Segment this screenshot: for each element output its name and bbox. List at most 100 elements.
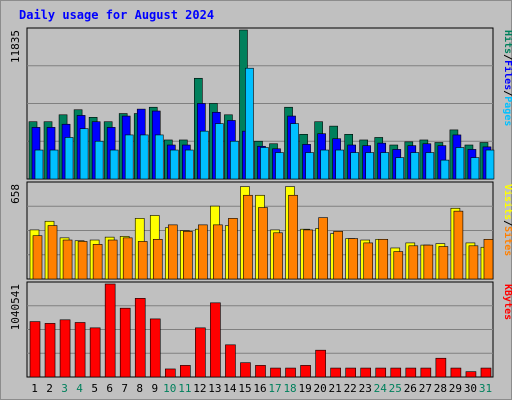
x-tick-label-day-27: 27: [419, 382, 432, 395]
pages-bar-day-16: [260, 147, 269, 180]
panel-visits-sites-ymax-label: 658: [9, 184, 22, 204]
sites-bar-day-17: [273, 232, 283, 280]
legend-separator: /: [502, 54, 512, 60]
pages-bar-day-30: [470, 157, 480, 180]
sites-bar-day-13: [213, 224, 223, 280]
x-tick-label-day-30: 30: [464, 382, 477, 395]
x-tick-label-day-22: 22: [344, 382, 357, 395]
pages-bar-day-27: [425, 152, 435, 180]
sites-bar-day-25: [393, 251, 404, 280]
pages-bar-day-21: [335, 149, 344, 180]
kbytes-bar-day-25: [390, 367, 402, 378]
x-tick-label-day-31: 31: [479, 382, 492, 395]
kbytes-bar-day-17: [270, 367, 281, 378]
sites-bar-day-21: [333, 231, 343, 280]
pages-bar-day-29: [455, 147, 465, 180]
x-tick-label-day-16: 16: [253, 382, 266, 395]
pages-bar-day-1: [34, 149, 44, 180]
x-tick-label-day-9: 9: [151, 382, 158, 395]
x-tick-label-day-8: 8: [136, 382, 143, 395]
sites-bar-day-30: [468, 245, 479, 280]
kbytes-bar-day-27: [420, 367, 432, 378]
pages-bar-day-9: [154, 134, 164, 180]
kbytes-bar-day-26: [405, 367, 417, 378]
x-tick-label-day-4: 4: [76, 382, 83, 395]
x-tick-label-day-14: 14: [223, 382, 237, 395]
pages-bar-day-8: [139, 134, 149, 180]
sites-bar-day-10: [167, 224, 178, 280]
sites-bar-day-26: [408, 245, 419, 280]
x-tick-label-day-23: 23: [359, 382, 372, 395]
kbytes-bar-day-6: [104, 283, 116, 378]
kbytes-bar-day-19: [300, 365, 311, 378]
x-tick-label-day-28: 28: [434, 382, 447, 395]
x-tick-label-day-3: 3: [61, 382, 68, 395]
sites-bar-day-3: [62, 239, 73, 280]
pages-bar-day-28: [440, 159, 450, 180]
pages-bar-day-7: [124, 134, 134, 180]
sites-bar-day-20: [318, 217, 328, 280]
x-tick-label-day-21: 21: [329, 382, 342, 395]
pages-bar-day-17: [275, 152, 284, 180]
kbytes-bar-day-18: [285, 367, 296, 378]
pages-bar-day-13: [215, 123, 224, 180]
kbytes-bar-day-12: [195, 327, 206, 378]
pages-bar-day-14: [230, 140, 239, 180]
chart-title: Daily usage for August 2024: [19, 8, 214, 22]
panel-hits-files-pages-legend: Hits/Files/Pages: [502, 30, 512, 126]
kbytes-bar-day-14: [225, 344, 236, 378]
pages-bar-day-22: [350, 152, 359, 180]
pages-bar-day-26: [410, 152, 420, 180]
sites-bar-day-1: [32, 235, 43, 280]
x-tick-label-day-12: 12: [193, 382, 206, 395]
kbytes-bar-day-20: [315, 349, 326, 378]
panel-kbytes-legend: KBytes: [502, 284, 512, 320]
legend-sites: Sites: [502, 226, 512, 256]
kbytes-bar-day-2: [44, 323, 56, 378]
sites-bar-day-29: [453, 210, 464, 280]
pages-bar-day-18: [290, 123, 299, 180]
legend-separator: /: [502, 90, 512, 96]
kbytes-bar-day-8: [134, 298, 146, 378]
kbytes-bar-day-29: [450, 367, 462, 378]
x-tick-label-day-7: 7: [121, 382, 128, 395]
sites-bar-day-11: [183, 231, 193, 280]
x-tick-label-day-2: 2: [46, 382, 53, 395]
x-tick-label-day-1: 1: [31, 382, 38, 395]
x-tick-label-day-20: 20: [314, 382, 327, 395]
pages-bar-day-6: [109, 149, 119, 180]
x-tick-label-day-10: 10: [163, 382, 176, 395]
sites-bar-day-28: [438, 246, 449, 280]
kbytes-bar-day-22: [345, 367, 356, 378]
sites-bar-day-8: [137, 241, 148, 280]
sites-bar-day-15: [243, 194, 253, 280]
sites-bar-day-23: [363, 242, 374, 280]
sites-bar-day-2: [47, 225, 58, 280]
x-tick-label-day-11: 11: [178, 382, 191, 395]
x-tick-label-day-29: 29: [449, 382, 462, 395]
sites-bar-day-22: [348, 238, 358, 280]
kbytes-bar-day-10: [164, 368, 176, 378]
x-tick-label-day-5: 5: [91, 382, 98, 395]
pages-bar-day-24: [380, 152, 390, 180]
pages-bar-day-19: [305, 152, 314, 180]
kbytes-bar-day-4: [74, 322, 86, 378]
sites-bar-day-5: [92, 244, 103, 280]
x-tick-label-day-13: 13: [208, 382, 221, 395]
pages-bar-day-20: [320, 149, 329, 180]
panel-kbytes-ymax-label: 1040541: [9, 284, 22, 330]
kbytes-bar-day-1: [29, 321, 41, 378]
legend-pages: Pages: [502, 96, 512, 126]
sites-bar-day-12: [198, 224, 208, 280]
sites-bar-day-31: [483, 238, 494, 280]
sites-bar-day-27: [423, 244, 434, 280]
pages-bar-day-25: [395, 157, 405, 180]
sites-bar-day-16: [258, 207, 268, 280]
x-tick-label-day-17: 17: [268, 382, 281, 395]
sites-bar-day-4: [77, 241, 88, 280]
legend-hits: Hits: [502, 30, 512, 54]
pages-bar-day-4: [79, 128, 89, 180]
pages-bar-day-31: [485, 149, 495, 180]
